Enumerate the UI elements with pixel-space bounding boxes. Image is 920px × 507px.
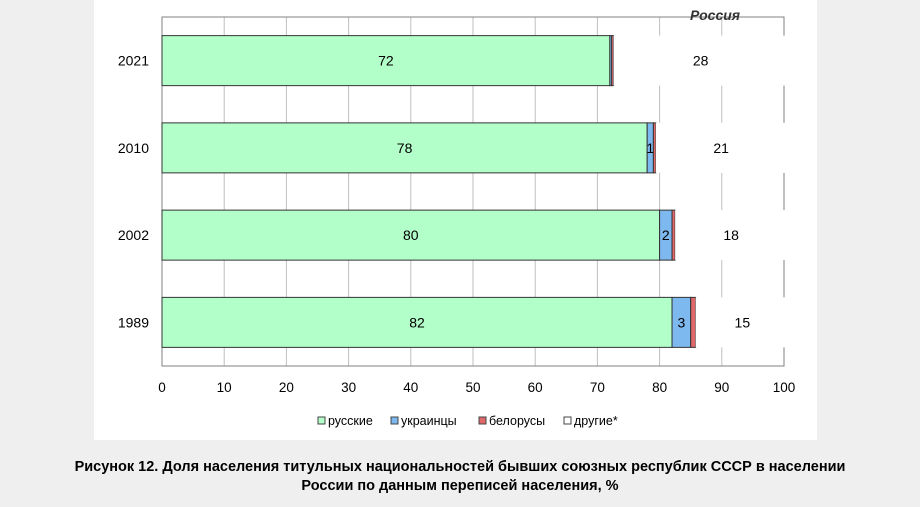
data-label: 78 bbox=[397, 140, 413, 156]
legend-swatch bbox=[478, 416, 487, 425]
bar-2002-0 bbox=[161, 209, 661, 261]
x-tick-label: 20 bbox=[279, 380, 294, 395]
x-tick-label: 0 bbox=[158, 380, 166, 395]
caption-line-2: России по данным переписей населения, % bbox=[301, 478, 619, 494]
data-label: 80 bbox=[403, 227, 419, 243]
y-category-label: 2002 bbox=[118, 227, 149, 243]
bar-2010-0 bbox=[161, 122, 648, 174]
chart-panel: 0 10 20 30 40 50 60 70 80 90 100 Россия 2021 72 28 2010… bbox=[94, 0, 817, 440]
bar-1989-3 bbox=[695, 297, 789, 348]
bar-2010-2 bbox=[652, 122, 657, 174]
bar-2021-0 bbox=[161, 35, 611, 87]
legend-swatch bbox=[390, 416, 399, 425]
legend-swatch bbox=[563, 416, 572, 425]
legend-label: украинцы bbox=[401, 414, 457, 428]
legend-label: другие* bbox=[574, 414, 618, 428]
data-label: 2 bbox=[662, 227, 670, 243]
data-label: 15 bbox=[735, 314, 751, 330]
bar-2021-2 bbox=[611, 35, 615, 87]
data-label: 21 bbox=[713, 140, 729, 156]
y-category-label: 2010 bbox=[118, 140, 149, 156]
data-label: 82 bbox=[409, 314, 425, 330]
figure-caption: Рисунок 12. Доля населения титульных нац… bbox=[0, 458, 920, 496]
data-label: 28 bbox=[693, 53, 709, 69]
chart-title: Россия bbox=[690, 7, 740, 23]
caption-line-1: Рисунок 12. Доля населения титульных нац… bbox=[74, 459, 846, 475]
x-tick-label: 50 bbox=[465, 380, 480, 395]
bar-1989-2 bbox=[690, 296, 697, 348]
legend-label: русские bbox=[328, 414, 373, 428]
x-tick-label: 90 bbox=[714, 380, 729, 395]
data-label: 3 bbox=[677, 314, 685, 330]
data-label: 18 bbox=[723, 227, 739, 243]
bar-2002-3 bbox=[675, 210, 788, 261]
x-tick-label: 60 bbox=[528, 380, 543, 395]
y-category-label: 2021 bbox=[118, 53, 149, 69]
x-tick-label: 10 bbox=[217, 380, 232, 395]
x-tick-label: 40 bbox=[403, 380, 418, 395]
bar-2010-3 bbox=[655, 122, 787, 173]
plot-frame bbox=[161, 16, 785, 367]
x-tick-label: 70 bbox=[590, 380, 605, 395]
y-category-label: 1989 bbox=[118, 314, 149, 330]
data-label: 72 bbox=[378, 53, 394, 69]
bar-2002-2 bbox=[671, 209, 676, 261]
x-tick-label: 30 bbox=[341, 380, 356, 395]
data-label: 1 bbox=[646, 140, 654, 156]
stacked-bar-chart: 0 10 20 30 40 50 60 70 80 90 100 Россия 2021 72 28 2010… bbox=[118, 7, 796, 428]
bar-1989-0 bbox=[161, 296, 673, 348]
x-tick-label: 80 bbox=[652, 380, 667, 395]
legend-label: белорусы bbox=[489, 414, 545, 428]
bar-2021-3 bbox=[613, 35, 788, 86]
legend-swatch bbox=[317, 416, 326, 425]
x-tick-label: 100 bbox=[773, 380, 796, 395]
